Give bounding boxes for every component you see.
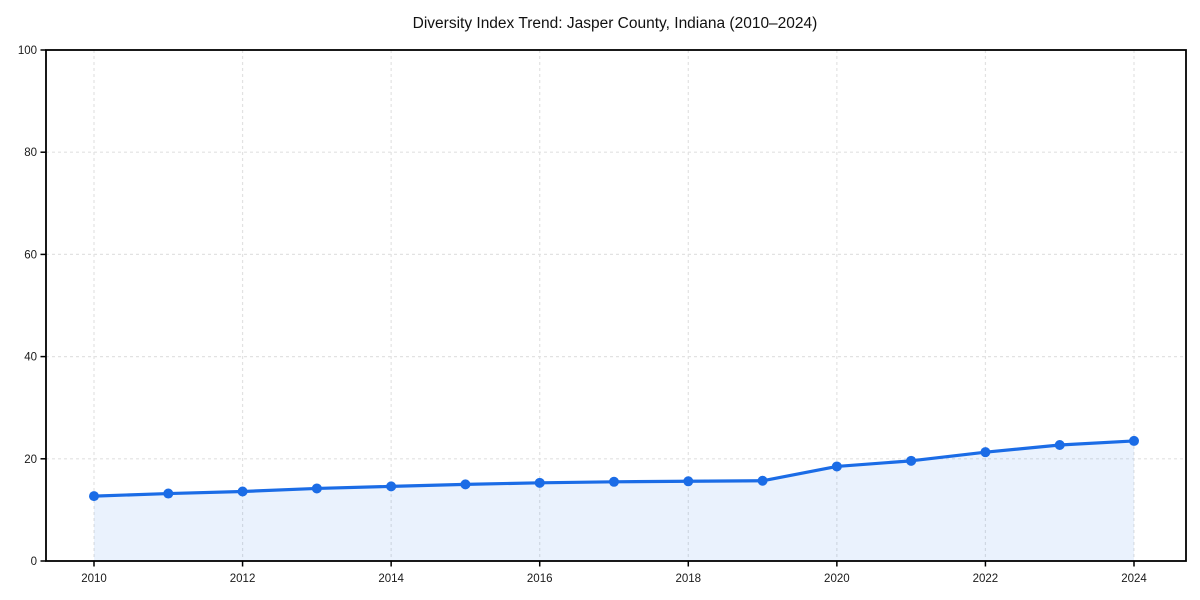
data-point-marker <box>89 491 99 502</box>
y-tick-label: 60 <box>24 249 37 261</box>
x-tick-label: 2022 <box>973 573 999 585</box>
x-tick-label: 2010 <box>81 573 107 585</box>
data-point-marker <box>980 447 991 458</box>
x-tick-label: 2014 <box>378 573 404 585</box>
data-point-marker <box>311 483 322 494</box>
x-tick-label: 2020 <box>824 573 850 585</box>
data-point-marker <box>683 476 694 487</box>
data-point-marker <box>609 476 619 487</box>
data-point-marker <box>757 475 768 486</box>
chart-title: Diversity Index Trend: Jasper County, In… <box>413 15 818 32</box>
y-tick-label: 20 <box>24 454 37 466</box>
y-tick-label: 0 <box>31 556 37 568</box>
y-tick-label: 40 <box>24 352 37 364</box>
axes: 2010 2012 2014 2016 2018 2020 2022 2024 0 20 40 60 8… <box>18 45 1187 585</box>
x-tick-label: 2016 <box>527 573 553 585</box>
data-point-marker <box>906 455 917 466</box>
x-tick-label: 2012 <box>230 573 256 585</box>
data-point-marker <box>831 461 842 472</box>
data-point-marker <box>1129 435 1139 446</box>
data-point-marker <box>1054 440 1065 451</box>
x-tick-label: 2024 <box>1121 573 1147 585</box>
data-point-marker <box>534 477 545 488</box>
area-fill <box>94 440 1134 561</box>
plot-border <box>45 49 1187 562</box>
gridlines <box>46 50 1186 561</box>
data-point-marker <box>163 488 174 499</box>
data-point-marker <box>386 481 397 492</box>
data-point-marker <box>237 486 248 497</box>
data-point-markers <box>89 435 1139 502</box>
y-tick-label: 100 <box>18 45 37 57</box>
y-tick-label: 80 <box>24 147 37 159</box>
data-point-marker <box>460 479 471 490</box>
area-under-line <box>94 440 1134 561</box>
x-tick-label: 2018 <box>675 573 701 585</box>
